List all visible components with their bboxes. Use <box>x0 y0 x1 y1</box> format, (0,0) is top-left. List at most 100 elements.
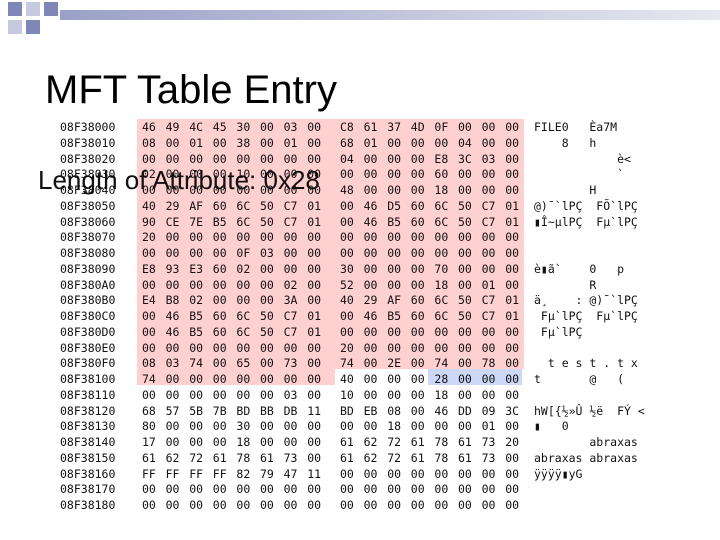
hex-byte: 00 <box>189 151 204 166</box>
decor <box>26 20 40 34</box>
hex-byte: 00 <box>236 387 251 402</box>
hex-byte: 02 <box>189 293 204 308</box>
hex-byte: 00 <box>410 387 425 402</box>
hex-byte: 00 <box>189 167 204 182</box>
hex-byte: 00 <box>260 135 274 150</box>
hex-byte: 00 <box>189 482 204 497</box>
hex-byte: 0F <box>434 120 449 134</box>
address: 08F380D0 <box>60 324 116 339</box>
hex-byte: 01 <box>505 198 520 213</box>
hex-byte: C7 <box>481 293 496 308</box>
hex-byte: 62 <box>165 450 180 465</box>
address: 08F380E0 <box>60 340 116 355</box>
hex-byte: 61 <box>363 120 378 134</box>
hex-byte: 68 <box>340 135 354 150</box>
hex-byte: 78 <box>434 435 449 449</box>
hex-byte: 46 <box>165 309 180 323</box>
hex-byte: 61 <box>410 450 425 465</box>
hex-byte: 00 <box>283 151 298 166</box>
hex-byte: 00 <box>363 482 378 497</box>
hex-byte: 00 <box>505 419 520 434</box>
hex-byte: 00 <box>363 466 378 481</box>
hex-byte: 74 <box>340 356 354 371</box>
hex-byte: 00 <box>189 372 204 386</box>
hex-byte: 3A <box>283 293 298 308</box>
hex-byte: 00 <box>505 356 520 371</box>
hex-byte: 00 <box>387 167 402 182</box>
hex-byte: 37 <box>387 120 402 134</box>
hex-byte: 00 <box>410 466 425 481</box>
hex-byte: E3 <box>189 261 204 276</box>
hex-byte: 00 <box>458 324 472 339</box>
hex-byte: C7 <box>283 324 298 339</box>
hex-byte: 00 <box>142 309 156 323</box>
hex-byte: 00 <box>481 387 496 402</box>
hex-byte: 00 <box>481 135 496 150</box>
hex-byte: 00 <box>340 482 354 497</box>
hex-byte: 00 <box>363 230 378 245</box>
hex-byte: 00 <box>260 419 274 434</box>
hex-byte: BB <box>260 403 274 418</box>
hex-byte: 00 <box>260 340 274 355</box>
hex-byte: 6C <box>434 198 449 213</box>
highlight <box>137 119 524 369</box>
hex-byte: 6C <box>434 309 449 323</box>
hex-byte: 50 <box>458 198 472 213</box>
hex-byte: 00 <box>505 324 520 339</box>
hex-byte: 00 <box>165 183 180 197</box>
hex-byte: 00 <box>505 482 520 497</box>
hex-byte: 00 <box>434 482 449 497</box>
hex-byte: 02 <box>283 277 298 292</box>
hex-byte: 50 <box>458 293 472 308</box>
hex-byte: 00 <box>307 120 322 134</box>
hex-byte: 50 <box>458 214 472 229</box>
hex-byte: 00 <box>505 167 520 182</box>
hex-byte: 78 <box>434 450 449 465</box>
hex-byte: 00 <box>212 135 227 150</box>
hex-byte: 6C <box>236 324 251 339</box>
hex-byte: 09 <box>481 403 496 418</box>
hex-byte: FF <box>165 466 180 481</box>
hex-byte: 00 <box>458 387 472 402</box>
hex-byte: C8 <box>340 120 354 134</box>
hex-byte: 00 <box>481 372 496 386</box>
hex-byte: E8 <box>142 261 156 276</box>
hex-byte: 78 <box>481 356 496 371</box>
hex-byte: 00 <box>307 293 322 308</box>
hex-byte: 10 <box>340 387 354 402</box>
hex-byte: 60 <box>212 324 227 339</box>
hex-byte: 4D <box>410 120 425 134</box>
hex-byte: 30 <box>236 419 251 434</box>
hex-byte: 01 <box>505 293 520 308</box>
hex-byte: 00 <box>307 387 322 402</box>
hex-byte: 00 <box>340 419 354 434</box>
address: 08F38050 <box>60 198 116 213</box>
hex-byte: 73 <box>283 356 298 371</box>
address: 08F38170 <box>60 482 116 497</box>
hex-byte: 00 <box>505 450 520 465</box>
hex-byte: 29 <box>363 293 378 308</box>
hex-byte: 00 <box>212 419 227 434</box>
hex-byte: 50 <box>260 198 274 213</box>
hex-byte: 00 <box>458 466 472 481</box>
decor <box>8 20 22 34</box>
hex-byte: 00 <box>260 261 274 276</box>
hex-byte: 00 <box>260 356 274 371</box>
hex-byte: C7 <box>481 198 496 213</box>
hex-byte: 00 <box>387 482 402 497</box>
hex-byte: 60 <box>212 261 227 276</box>
ascii-text: R <box>534 277 597 292</box>
hex-byte: 57 <box>165 403 180 418</box>
highlight <box>137 369 335 385</box>
hex-byte: DD <box>458 403 472 418</box>
hex-byte: 74 <box>434 356 449 371</box>
hex-byte: 00 <box>236 277 251 292</box>
hex-byte: 61 <box>260 450 274 465</box>
hex-byte: 60 <box>212 309 227 323</box>
hex-byte: 00 <box>458 498 472 512</box>
ascii-text: hW[{½»Û ½ë FÝ < <box>534 403 645 418</box>
hex-byte: 00 <box>165 151 180 166</box>
hex-byte: 00 <box>434 466 449 481</box>
hex-byte: 00 <box>283 246 298 260</box>
hex-byte: 00 <box>236 293 251 308</box>
